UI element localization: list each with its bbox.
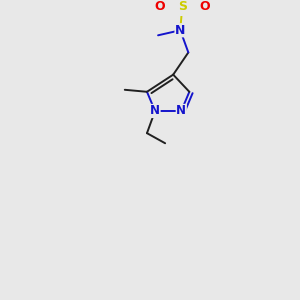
- Text: N: N: [150, 104, 160, 118]
- Text: O: O: [155, 0, 165, 13]
- Text: O: O: [199, 0, 210, 13]
- Text: N: N: [176, 104, 186, 118]
- Text: N: N: [175, 24, 185, 37]
- Text: S: S: [178, 0, 187, 13]
